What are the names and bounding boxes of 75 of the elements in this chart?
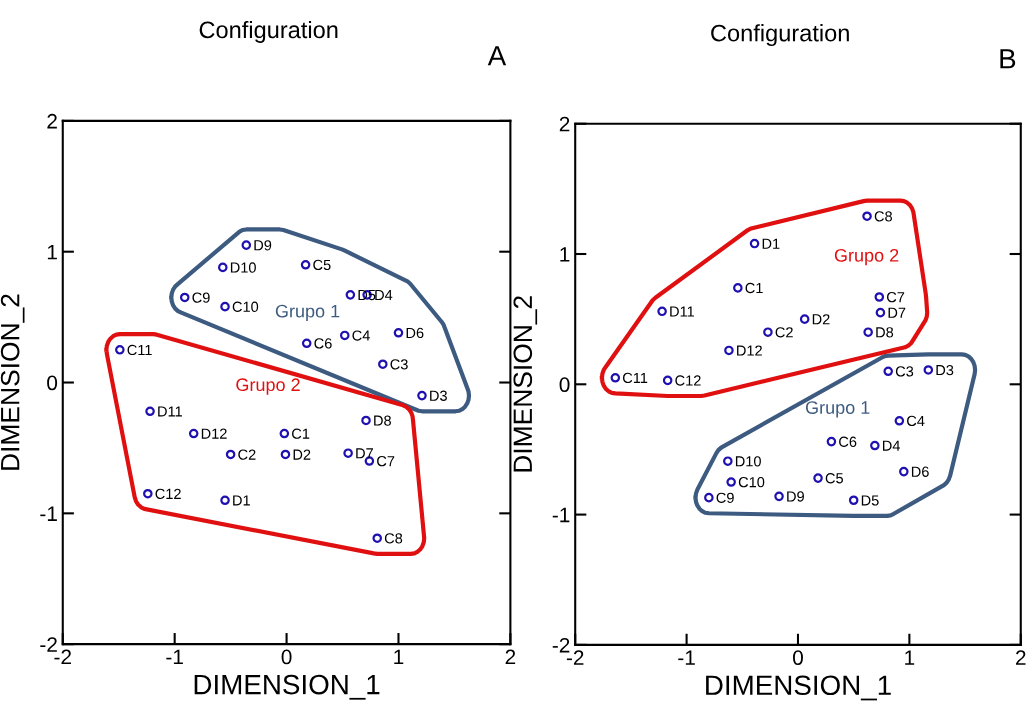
annotation: D11 (670, 306, 694, 317)
annotation: D2 (812, 314, 830, 325)
annotation: D7 (888, 307, 906, 318)
annotation: D3 (430, 390, 447, 401)
annotation: D1 (762, 238, 780, 249)
annotation: C10 (738, 476, 765, 488)
annotation: D1 (233, 495, 250, 506)
annotation: C6 (314, 338, 332, 349)
annotation: C12 (155, 488, 181, 500)
y-tick-label: 1 (47, 244, 57, 260)
annotation: D9 (254, 240, 272, 251)
annotation: C8 (384, 533, 403, 544)
y-tick-label: 0 (559, 377, 570, 393)
annotation: D9 (787, 491, 804, 502)
y-axis-title: DIMENSION_2 (513, 296, 538, 472)
annotation: D6 (406, 327, 424, 339)
y-tick-label: 2 (47, 113, 57, 129)
annotation: D12 (737, 345, 762, 356)
x-tick-label: 0 (793, 650, 803, 666)
y-tick-label: 1 (560, 247, 570, 262)
annotation: C3 (895, 366, 914, 377)
annotation: C11 (127, 344, 152, 356)
annotation: D11 (158, 406, 182, 417)
annotation: Grupo 2 (236, 378, 300, 395)
annotation: D6 (911, 466, 929, 477)
annotation: Grupo 1 (805, 401, 870, 418)
y-tick-label: -1 (552, 507, 570, 523)
annotation: D5 (861, 495, 879, 506)
text: A (487, 46, 507, 66)
y-tick-label: 2 (559, 116, 570, 132)
annotation: C1 (292, 428, 310, 439)
x-tick-label: 0 (281, 649, 292, 665)
annotation: C2 (775, 327, 793, 338)
annotation: D4 (375, 289, 393, 301)
annotation: Grupo 1 (275, 304, 340, 322)
chart-title: Configuration (711, 24, 849, 47)
x-tick-label: -1 (166, 649, 183, 665)
annotation: C9 (192, 292, 210, 303)
annotation: C7 (377, 455, 395, 467)
y-tick-label: 0 (47, 375, 58, 391)
x-axis-title: DIMENSION_1 (706, 675, 891, 701)
annotation: D10 (735, 456, 761, 467)
x-axis-title: DIMENSION_1 (194, 674, 380, 700)
x-tick-label: 2 (505, 649, 516, 665)
text: B (1000, 49, 1016, 69)
annotation: D2 (293, 449, 311, 460)
y-tick-label: -1 (40, 506, 57, 521)
annotation: C1 (745, 282, 763, 294)
annotation: D8 (876, 327, 894, 338)
annotation: D3 (936, 364, 954, 376)
annotation: C3 (390, 359, 408, 370)
annotation: C12 (675, 375, 701, 386)
annotation: C11 (623, 372, 648, 384)
chart-title: Configuration (199, 20, 338, 43)
annotation: D7 (356, 448, 373, 459)
annotation: C8 (874, 211, 892, 222)
x-tick-label: 1 (394, 649, 404, 665)
x-tick-label: 2 (1016, 650, 1026, 665)
annotation: D10 (230, 262, 256, 273)
annotation: C5 (313, 259, 331, 271)
annotation: C4 (907, 415, 925, 427)
annotation: C6 (839, 436, 857, 447)
annotation: C9 (716, 492, 734, 503)
annotation: C4 (352, 330, 370, 341)
y-axis-title: DIMENSION_2 (0, 294, 25, 470)
annotation: C2 (238, 449, 256, 460)
x-tick-label: 1 (905, 650, 915, 665)
annotation: Grupo 2 (834, 248, 899, 266)
x-tick-label: -1 (678, 650, 695, 665)
annotation: D8 (374, 415, 391, 426)
annotation: C5 (825, 473, 844, 484)
annotation: C7 (886, 291, 905, 303)
annotation: D12 (201, 428, 227, 439)
annotation: D4 (882, 440, 901, 451)
annotation: C10 (232, 301, 259, 312)
